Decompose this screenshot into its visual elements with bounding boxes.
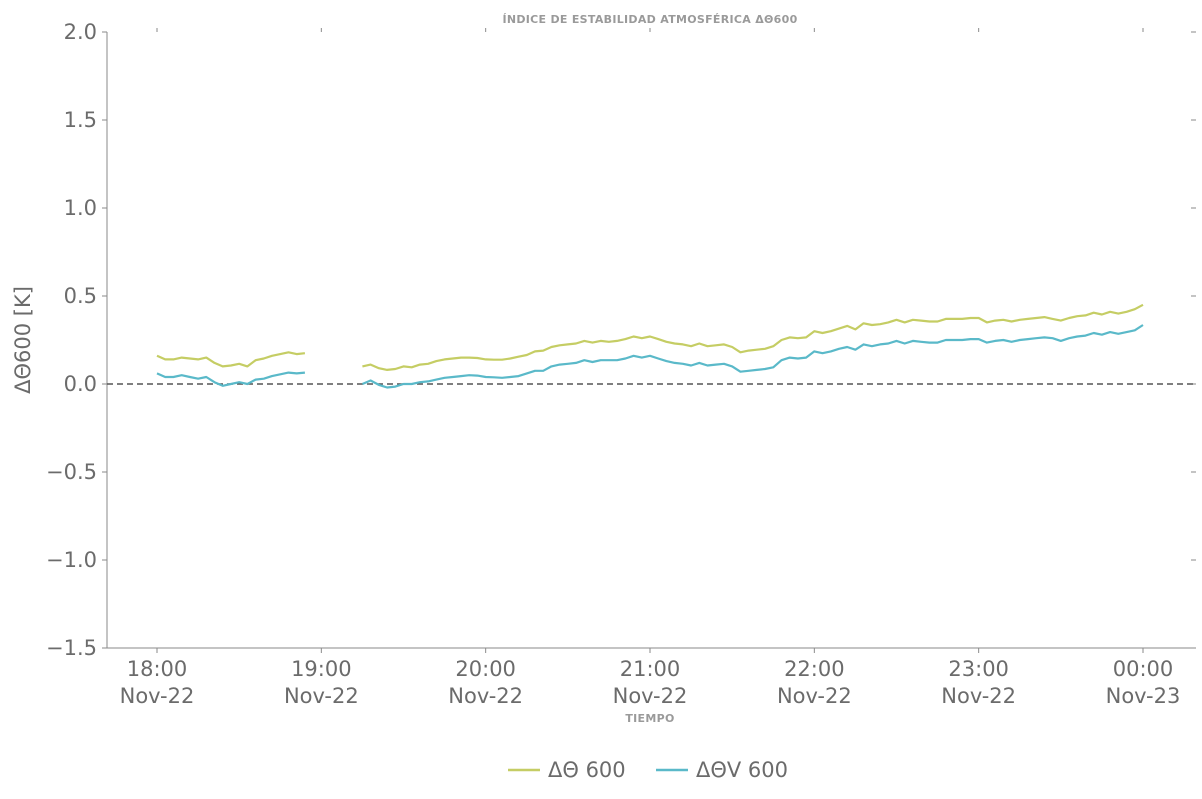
x-tick-label-time: 19:00 (291, 657, 352, 681)
x-tick-label-time: 18:00 (127, 657, 188, 681)
x-tick-label-time: 21:00 (620, 657, 681, 681)
x-tick-label-time: 00:00 (1113, 657, 1174, 681)
x-tick-label-time: 20:00 (455, 657, 516, 681)
x-tick-label-date: Nov-23 (1106, 684, 1181, 708)
legend-label-2: ΔΘV 600 (696, 758, 788, 782)
axes: 2.0 1.5 1.0 0.5 0.0 −0.5 −1.0 −1.5 18:00 Nov-22 19… (46, 20, 1196, 708)
y-tick-label: −1.5 (46, 636, 97, 660)
x-tick-label-date: Nov-22 (613, 684, 688, 708)
series-line-2-segment-2 (361, 324, 1144, 389)
y-tick-label: −0.5 (46, 460, 97, 484)
series-line-1-segment-2 (362, 303, 1144, 371)
x-tick-label-time: 22:00 (784, 657, 845, 681)
legend-label-1: ΔΘ 600 (548, 758, 626, 782)
x-tick-label-date: Nov-22 (284, 684, 359, 708)
chart-title: ÍNDICE DE ESTABILIDAD ATMOSFÉRICA ΔΘ600 (502, 13, 797, 26)
y-tick-label: 2.0 (64, 20, 97, 44)
y-tick-label: 1.0 (64, 196, 97, 220)
x-tick-label-time: 23:00 (948, 657, 1009, 681)
y-axis-title: ΔΘ600 [K] (11, 286, 35, 394)
x-tick-label-date: Nov-22 (448, 684, 523, 708)
y-tick-label: 0.0 (64, 372, 97, 396)
x-tick-label-date: Nov-22 (120, 684, 195, 708)
x-tick-label-date: Nov-22 (777, 684, 852, 708)
y-tick-label: 0.5 (64, 284, 97, 308)
series-line-1-segment-1 (156, 351, 306, 368)
y-tick-label: 1.5 (64, 108, 97, 132)
y-tick-label: −1.0 (46, 548, 97, 572)
series-line-2-segment-1 (156, 371, 306, 387)
legend: ΔΘ 600 ΔΘV 600 (508, 758, 788, 782)
x-axis-title: TIEMPO (625, 712, 674, 725)
x-tick-label-date: Nov-22 (941, 684, 1016, 708)
series-group (156, 303, 1144, 389)
